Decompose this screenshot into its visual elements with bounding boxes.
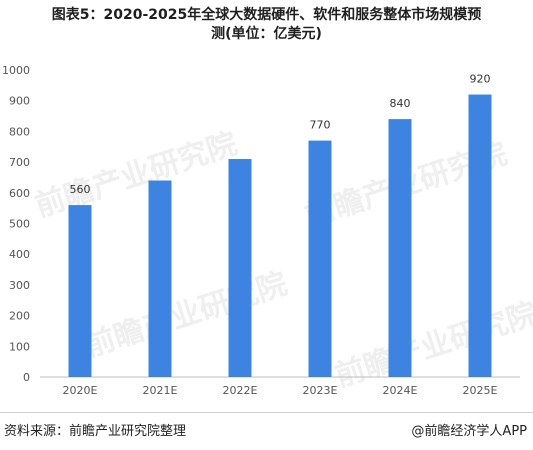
bar-2021E [148, 180, 172, 377]
y-tick-label-500: 500 [9, 218, 30, 231]
y-tick-label-0: 0 [23, 371, 30, 384]
bar-chart: 0 100 200 300 400 500 600 700 800 900 1000 560 770 8… [2, 64, 520, 397]
x-tick-label-2021E: 2021E [143, 384, 178, 397]
data-label-2020E: 560 [70, 183, 91, 196]
footer-divider [0, 412, 533, 413]
data-label-2024E: 840 [390, 97, 411, 110]
x-tick-label-2025E: 2025E [463, 384, 498, 397]
x-tick-label-2023E: 2023E [303, 384, 338, 397]
source-note: 资料来源：前瞻产业研究院整理 [4, 424, 187, 439]
x-tick-label-2022E: 2022E [223, 384, 258, 397]
data-label-2025E: 920 [470, 73, 491, 86]
y-tick-label-600: 600 [9, 187, 30, 200]
chart-title-line-1: 图表5：2020-2025年全球大数据硬件、软件和服务整体市场规模预 [51, 7, 482, 23]
x-axis: 2020E 2021E 2022E 2023E 2024E 2025E [63, 384, 498, 397]
chart-title-line-2: 测(单位：亿美元) [211, 26, 322, 42]
chart-title: 图表5：2020-2025年全球大数据硬件、软件和服务整体市场规模预 测(单位：… [0, 6, 533, 44]
y-tick-label-100: 100 [9, 340, 30, 353]
y-axis: 0 100 200 300 400 500 600 700 800 900 1000 [2, 64, 30, 384]
y-tick-label-300: 300 [9, 279, 30, 292]
y-tick-label-800: 800 [9, 125, 30, 138]
bar-2022E [228, 159, 252, 377]
credit-note: @前瞻经济学人APP [411, 424, 527, 439]
y-tick-label-200: 200 [9, 310, 30, 323]
bar-2020E [68, 205, 92, 377]
y-tick-label-900: 900 [9, 95, 30, 108]
data-label-2023E: 770 [310, 119, 331, 132]
bar-2023E [308, 140, 332, 377]
y-tick-label-400: 400 [9, 248, 30, 261]
x-tick-label-2020E: 2020E [63, 384, 98, 397]
bars: 560 770 840 920 [68, 73, 492, 378]
bar-2025E [468, 94, 492, 377]
x-tick-label-2024E: 2024E [383, 384, 418, 397]
bar-2024E [388, 119, 412, 378]
y-tick-label-700: 700 [9, 156, 30, 169]
y-tick-label-1000: 1000 [2, 64, 30, 77]
